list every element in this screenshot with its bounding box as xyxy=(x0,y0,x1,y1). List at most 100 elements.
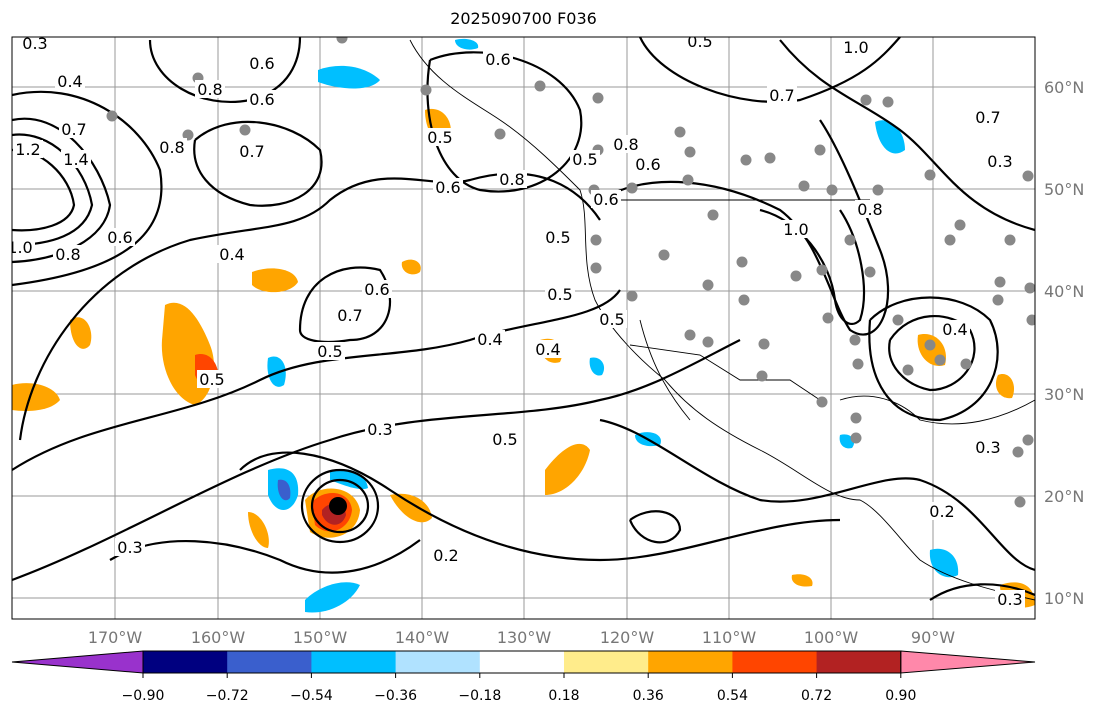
colorbar-tick-label: −0.90 xyxy=(122,688,165,704)
latitude-labels: 60°N 50°N 40°N 30°N 20°N 10°N xyxy=(1044,78,1084,608)
contour-line xyxy=(109,539,421,574)
contour-label-bg xyxy=(940,320,970,338)
contour-label: 1.0 xyxy=(7,238,32,257)
shade-blob xyxy=(995,374,1015,399)
station-dot xyxy=(902,364,914,376)
contour-label: 0.5 xyxy=(492,430,517,449)
contour-label-bg xyxy=(545,285,575,303)
shade-blob xyxy=(248,512,269,548)
contour-label: 0.6 xyxy=(249,90,274,109)
contour-label-bg xyxy=(497,170,527,188)
contour-line xyxy=(599,418,1035,572)
shade-blob xyxy=(305,582,360,613)
contour-label: 1.2 xyxy=(15,140,40,159)
station-dot xyxy=(106,110,118,122)
contour-label-bg xyxy=(927,502,957,520)
contour-label-bg xyxy=(767,86,797,104)
contour-label-bg xyxy=(12,238,35,256)
longitude-label: 100°W xyxy=(804,628,859,647)
contour-label: 0.7 xyxy=(769,86,794,105)
contour-label-bg xyxy=(425,128,455,146)
contour-label: 0.5 xyxy=(427,128,452,147)
contour-label-bg xyxy=(195,80,225,98)
contour-label-bg xyxy=(217,245,247,263)
contour-label: 0.2 xyxy=(433,546,458,565)
colorbar-tick-label: 0.72 xyxy=(801,688,832,704)
station-dot xyxy=(822,312,834,324)
station-dot xyxy=(336,37,348,44)
contour-label-bg xyxy=(475,330,505,348)
contour-label: 0.7 xyxy=(239,142,264,161)
station-dot xyxy=(954,219,966,231)
contour-label: 0.3 xyxy=(22,34,47,53)
contour-label-bg xyxy=(237,142,267,160)
colorbar-tick-label: −0.18 xyxy=(458,688,501,704)
shade-blob xyxy=(390,493,432,523)
station-dot xyxy=(682,174,694,186)
contour-label: 0.7 xyxy=(975,108,1000,127)
contour-label: 0.5 xyxy=(572,150,597,169)
shade-blob xyxy=(70,317,92,349)
colorbar-segment xyxy=(816,651,902,673)
station-dot xyxy=(864,266,876,278)
station-dot xyxy=(934,354,946,366)
contour-label: 0.3 xyxy=(367,420,392,439)
contour-line xyxy=(426,51,583,193)
station-dot xyxy=(702,336,714,348)
colorbar-extend-min xyxy=(11,650,144,674)
station-dot xyxy=(707,209,719,221)
contour-label: 0.7 xyxy=(61,120,86,139)
coastlines-borders xyxy=(409,39,1035,601)
station-dot xyxy=(736,256,748,268)
contour-label: 0.4 xyxy=(535,340,560,359)
shade-blob xyxy=(545,443,590,495)
colorbar-segment xyxy=(648,651,733,673)
latitude-label: 60°N xyxy=(1044,78,1084,97)
contour-label-bg xyxy=(157,138,187,156)
shade-blob xyxy=(589,357,605,376)
shade-blob xyxy=(267,356,286,387)
contour-label: 0.2 xyxy=(929,502,954,521)
contour-label: 0.5 xyxy=(545,228,570,247)
station-dot xyxy=(924,169,936,181)
colorbar-tick-label: −0.72 xyxy=(206,688,249,704)
station-dot xyxy=(590,262,602,274)
colorbar-segment xyxy=(143,651,228,673)
contour-label-bg xyxy=(985,152,1015,170)
contour-line xyxy=(12,90,163,287)
station-dot xyxy=(420,84,432,96)
contour-label: 0.5 xyxy=(687,32,712,51)
contour-line xyxy=(298,266,392,344)
station-dot xyxy=(944,234,956,246)
shade-blob xyxy=(791,574,813,587)
contour-label-bg xyxy=(13,140,43,158)
colorbar-segment xyxy=(479,651,565,673)
station-dot xyxy=(960,358,972,370)
contour-label: 0.3 xyxy=(975,438,1000,457)
station-dot xyxy=(826,184,838,196)
station-dot xyxy=(1024,282,1035,294)
contour-label-bg xyxy=(197,370,227,388)
contour-label: 0.3 xyxy=(987,152,1012,171)
station-dot xyxy=(684,146,696,158)
contour-label: 0.6 xyxy=(485,50,510,69)
contour-label-bg xyxy=(543,228,573,246)
contour-label: 0.8 xyxy=(159,138,184,157)
contour-line xyxy=(300,468,380,544)
station-dot xyxy=(798,180,810,192)
contour-label: 0.8 xyxy=(857,200,882,219)
contour-label: 0.5 xyxy=(547,285,572,304)
contour-label-bg xyxy=(115,538,145,556)
longitude-labels: 170°W 160°W 150°W 140°W 130°W 120°W 110°W 100°W… xyxy=(88,628,955,647)
contour-label-bg xyxy=(61,150,91,168)
station-dot xyxy=(1022,434,1034,446)
station-dot xyxy=(534,80,546,92)
contour-label-bg xyxy=(973,108,1003,126)
shade-blob xyxy=(318,65,380,89)
contour-label-bg xyxy=(591,190,621,208)
station-dot xyxy=(849,334,861,346)
contour-label: 1.4 xyxy=(63,150,88,169)
station-dot xyxy=(758,338,770,350)
